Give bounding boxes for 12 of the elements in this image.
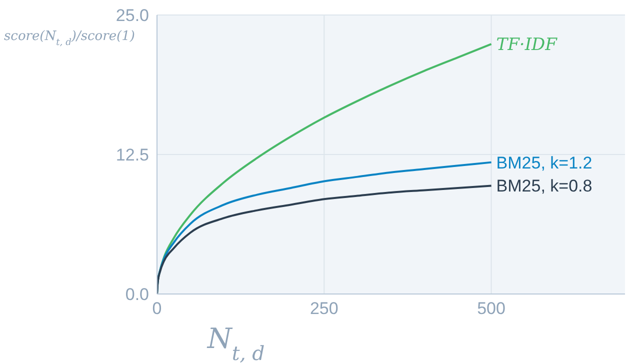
series-label: TF·IDF <box>496 35 558 56</box>
x-tick-label: 0 <box>152 299 162 318</box>
x-tick-label: 250 <box>310 299 338 318</box>
y-tick-label: 25.0 <box>116 6 149 26</box>
y-tick-label: 12.5 <box>116 146 149 165</box>
y-tick-label: 0.0 <box>125 285 149 304</box>
line-series <box>157 184 492 294</box>
y-axis-title: score(N$_{t, d}$)/score(1) <box>4 29 135 48</box>
series-label: BM25, k=1.2 <box>496 153 592 172</box>
x-axis-title: N$_{t, d}$ <box>206 322 265 364</box>
x-tick-label: 500 <box>477 299 506 318</box>
series-label: BM25, k=0.8 <box>496 176 592 196</box>
